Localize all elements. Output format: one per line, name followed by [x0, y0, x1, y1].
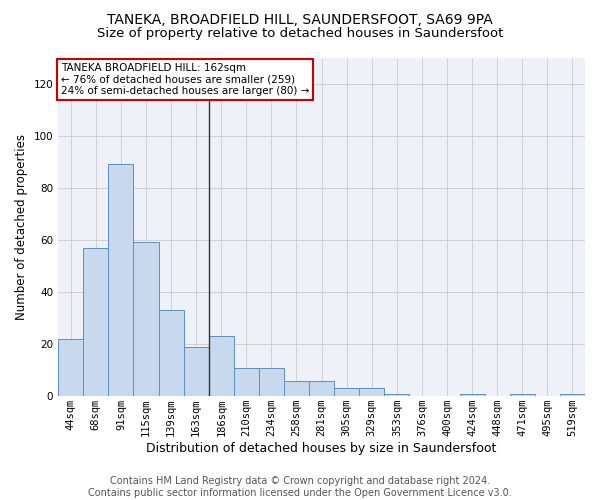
- Bar: [158, 310, 184, 396]
- Bar: [184, 346, 209, 396]
- Bar: [133, 242, 158, 396]
- Text: Contains HM Land Registry data © Crown copyright and database right 2024.
Contai: Contains HM Land Registry data © Crown c…: [88, 476, 512, 498]
- Bar: [209, 336, 234, 396]
- Text: TANEKA, BROADFIELD HILL, SAUNDERSFOOT, SA69 9PA: TANEKA, BROADFIELD HILL, SAUNDERSFOOT, S…: [107, 12, 493, 26]
- Bar: [284, 380, 309, 396]
- Bar: [109, 164, 133, 396]
- Text: Size of property relative to detached houses in Saundersfoot: Size of property relative to detached ho…: [97, 28, 503, 40]
- Bar: [359, 388, 385, 396]
- Bar: [83, 248, 109, 396]
- Bar: [560, 394, 585, 396]
- Bar: [385, 394, 409, 396]
- Bar: [510, 394, 535, 396]
- X-axis label: Distribution of detached houses by size in Saundersfoot: Distribution of detached houses by size …: [146, 442, 497, 455]
- Bar: [234, 368, 259, 396]
- Text: TANEKA BROADFIELD HILL: 162sqm
← 76% of detached houses are smaller (259)
24% of: TANEKA BROADFIELD HILL: 162sqm ← 76% of …: [61, 62, 309, 96]
- Bar: [309, 380, 334, 396]
- Bar: [334, 388, 359, 396]
- Bar: [259, 368, 284, 396]
- Bar: [460, 394, 485, 396]
- Bar: [58, 339, 83, 396]
- Y-axis label: Number of detached properties: Number of detached properties: [15, 134, 28, 320]
